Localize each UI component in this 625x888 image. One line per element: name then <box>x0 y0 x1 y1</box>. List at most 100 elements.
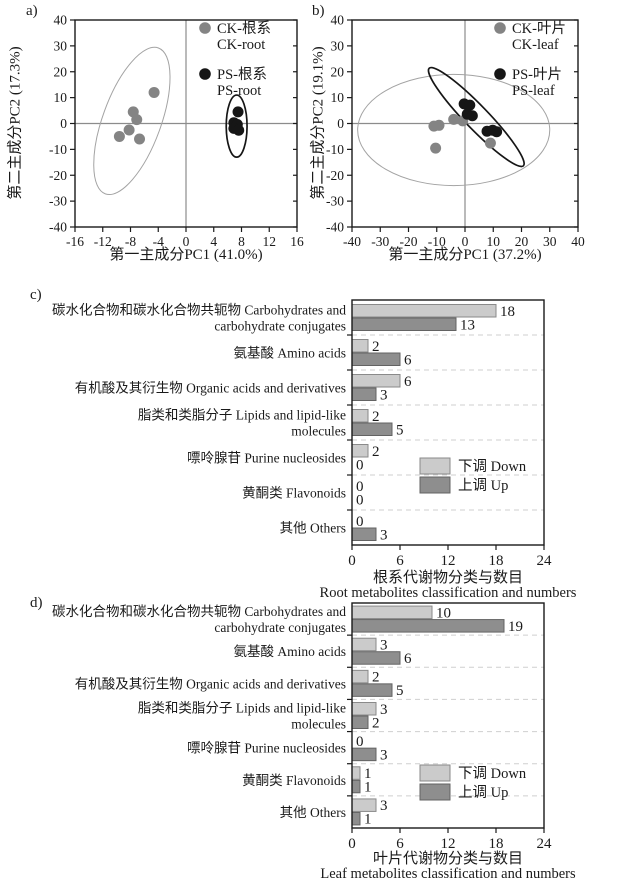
bar-下调 Down <box>351 637 377 652</box>
bar-下调 Down <box>351 339 369 353</box>
category-label: 氨基酸 Amino acids <box>234 345 347 361</box>
bars-上调 Up: 13635003 <box>351 317 475 543</box>
category-labels: 碳水化合物和碳水化合物共轭物 Carbohydrates and carbohyd… <box>52 604 346 820</box>
x-tick-label: 20 <box>515 234 529 249</box>
x-tick-label: 6 <box>396 553 404 569</box>
panel-b-leaf-pca: b) 第二主成分PC2 (19.1%) -40 -30 -20 -10 0 10 20 30 4… <box>310 0 625 278</box>
x-tick-label: 16 <box>290 234 304 249</box>
points-CK-root <box>113 86 160 145</box>
x-axis-ticks: 0 6 12 18 24 <box>348 545 552 569</box>
bar-value-label: 1 <box>364 766 372 782</box>
point-PS-root <box>232 106 244 118</box>
bar-value-label: 0 <box>356 514 364 530</box>
point-CK-leaf <box>433 119 445 131</box>
category-label: 黄酮类 Flavonoids <box>242 486 346 501</box>
x-tick-label: -30 <box>371 234 389 249</box>
bar-value-label: 5 <box>396 683 404 699</box>
category-boundary-ticks <box>347 634 352 797</box>
panel-d-axis-label-en: Leaf metabolites classification and numb… <box>320 866 576 882</box>
points-PS-leaf <box>458 98 503 138</box>
point-PS-leaf <box>491 126 503 138</box>
x-tick-label: 0 <box>462 234 469 249</box>
y-tick-label: 10 <box>54 90 68 105</box>
bar-上调 Up <box>351 422 393 436</box>
category-label: 有机酸及其衍生物 Organic acids and derivatives <box>75 676 346 691</box>
bar-下调 Down <box>351 669 369 684</box>
bar-下调 Down <box>351 374 401 388</box>
point-CK-leaf <box>448 113 460 125</box>
panel-label-d: d) <box>30 595 43 611</box>
legend-label: PS-叶片 <box>512 66 562 83</box>
x-tick-label: 40 <box>571 234 585 249</box>
bar-上调 Up <box>351 715 369 729</box>
legend-label: PS-根系 <box>217 66 267 83</box>
category-label: 其他 Others <box>280 805 346 820</box>
legend-marker-PS-root <box>199 68 211 80</box>
y-axis-ticks: -40 -30 -20 -10 0 10 20 30 40 <box>326 13 578 235</box>
bar-value-label: 3 <box>380 747 388 763</box>
x-tick-label: -4 <box>153 234 164 249</box>
legend-label: 下调 Down <box>458 458 527 475</box>
points-CK-leaf <box>428 113 496 154</box>
bar-value-label: 3 <box>380 387 388 403</box>
bar-value-label: 2 <box>372 339 380 355</box>
y-tick-label: 40 <box>331 13 345 28</box>
y-tick-label: -10 <box>49 142 67 157</box>
x-tick-label: 12 <box>441 836 456 852</box>
panel-d-leaf-bars: d) 10 3 2 3 0 1 3 19 6 5 2 3 1 1 0 6 12 18 24 碳水化合物和碳水化合物共轭… <box>0 595 625 888</box>
bar-value-label: 6 <box>404 651 412 667</box>
point-PS-leaf <box>464 99 476 111</box>
bar-value-label: 19 <box>508 619 523 635</box>
y-tick-label: 40 <box>54 13 68 28</box>
bar-value-label: 3 <box>380 637 388 653</box>
bar-value-label: 6 <box>404 374 412 390</box>
y-tick-label: -30 <box>326 194 344 209</box>
bar-下调 Down <box>351 409 369 423</box>
legend-marker-PS-leaf <box>494 68 506 80</box>
point-CK-leaf <box>430 142 442 154</box>
legend-swatch-下调 Down <box>419 457 451 475</box>
bar-上调 Up <box>351 811 361 826</box>
legend-label: CK-leaf <box>512 37 559 53</box>
legend-label: PS-root <box>217 83 261 99</box>
legend-label: 上调 Up <box>458 477 508 494</box>
legend: 下调 Down 上调 Up <box>419 764 527 801</box>
x-tick-label: -10 <box>428 234 446 249</box>
x-tick-label: 24 <box>537 836 553 852</box>
bar-value-label: 0 <box>356 492 364 508</box>
bars-上调 Up: 19652311 <box>351 619 523 828</box>
panel-c-axis-label-cn: 根系代谢物分类与数目 <box>372 570 523 586</box>
point-CK-root <box>113 130 125 142</box>
panel-b-plot: -40 -30 -20 -10 0 10 20 30 40 -40 -30 -20 -10 0 10 20 30… <box>326 13 585 250</box>
y-tick-label: 10 <box>331 90 345 105</box>
confidence-ellipse-PS-leaf <box>427 66 525 168</box>
bar-value-label: 18 <box>500 304 515 320</box>
zero-lines <box>75 20 297 227</box>
bar-value-label: 2 <box>372 670 380 686</box>
confidence-ellipse-CK-root <box>93 46 171 196</box>
point-PS-root <box>233 124 245 136</box>
bar-上调 Up <box>351 387 377 401</box>
point-CK-root <box>134 133 146 145</box>
bars-下调 Down: 18262200 <box>351 304 515 530</box>
bar-value-label: 5 <box>396 422 404 438</box>
bar-上调 Up <box>351 747 377 762</box>
bar-下调 Down <box>351 605 433 620</box>
category-label: 嘌呤腺苷 Purine nucleosides <box>187 741 346 756</box>
points-PS-root <box>228 106 245 136</box>
point-CK-leaf <box>484 137 496 149</box>
panel-c-root-bars: c) 18 2 6 2 2 0 0 13 6 3 5 0 0 3 0 6 12 18 24 碳水化合物和碳水化合物共轭… <box>0 285 625 601</box>
bar-value-label: 3 <box>380 702 388 718</box>
legend-label: CK-root <box>217 37 265 53</box>
bar-上调 Up <box>351 683 393 697</box>
bar-上调 Up <box>351 352 401 366</box>
x-tick-label: 10 <box>487 234 501 249</box>
bar-value-label: 3 <box>380 798 388 814</box>
legend: 下调 Down 上调 Up <box>419 457 527 494</box>
panel-a-plot: -16 -12 -8 -4 0 4 8 12 16-40-30-20-10010203040CK… <box>49 13 304 250</box>
x-tick-label: 8 <box>238 234 245 249</box>
y-tick-label: 0 <box>337 116 344 131</box>
